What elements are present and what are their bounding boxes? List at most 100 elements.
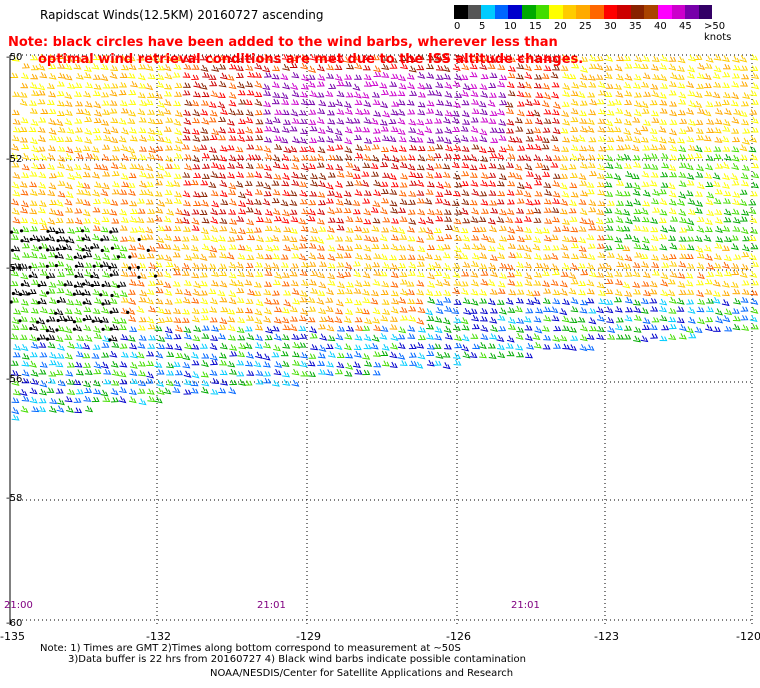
wind-barb bbox=[722, 82, 730, 89]
wind-barb bbox=[678, 91, 687, 99]
wind-barb bbox=[604, 181, 613, 188]
wind-barb bbox=[137, 388, 146, 394]
wind-barb bbox=[451, 225, 460, 233]
wind-barb bbox=[76, 334, 85, 341]
wind-barb bbox=[624, 290, 633, 297]
contamination-circle bbox=[18, 319, 22, 323]
wind-barb bbox=[641, 216, 650, 223]
wind-barb bbox=[616, 334, 624, 340]
wind-barb bbox=[499, 173, 507, 181]
wind-barb bbox=[307, 99, 316, 106]
wind-barb bbox=[469, 71, 478, 78]
wind-barb bbox=[525, 333, 533, 342]
wind-barb bbox=[589, 170, 597, 177]
wind-barb bbox=[606, 109, 615, 116]
wind-barb bbox=[479, 352, 487, 359]
wind-barb bbox=[255, 342, 263, 349]
wind-barb bbox=[229, 351, 238, 357]
wind-barb bbox=[442, 54, 451, 61]
wind-barb bbox=[678, 244, 687, 250]
wind-barb bbox=[679, 118, 688, 124]
wind-barb bbox=[596, 271, 605, 278]
wind-barb bbox=[310, 344, 319, 351]
wind-barb bbox=[362, 288, 370, 296]
wind-barb bbox=[291, 162, 300, 170]
legend-label: 5 bbox=[479, 21, 486, 32]
wind-barb bbox=[605, 278, 614, 284]
wind-barb bbox=[435, 299, 444, 306]
wind-barb bbox=[416, 271, 425, 278]
wind-barb bbox=[265, 225, 273, 231]
wind-barb bbox=[164, 288, 173, 296]
wind-barb bbox=[121, 153, 130, 161]
wind-barb bbox=[137, 324, 146, 331]
wind-barb bbox=[192, 134, 201, 142]
wind-barb bbox=[352, 199, 361, 206]
wind-barb bbox=[435, 109, 444, 116]
wind-barb bbox=[578, 245, 587, 252]
wind-barb bbox=[229, 379, 238, 386]
wind-barb bbox=[694, 152, 703, 159]
wind-barb bbox=[191, 371, 200, 379]
wind-barb bbox=[163, 99, 172, 107]
wind-barb bbox=[453, 136, 461, 143]
legend-swatch bbox=[657, 5, 672, 19]
wind-barb bbox=[139, 146, 147, 152]
wind-barb bbox=[139, 234, 148, 241]
wind-barb bbox=[688, 100, 697, 108]
wind-barb bbox=[640, 63, 649, 69]
wind-barb bbox=[76, 108, 85, 115]
wind-barb bbox=[533, 127, 542, 134]
wind-barb bbox=[715, 316, 724, 324]
wind-barb bbox=[577, 153, 586, 161]
wind-barb bbox=[363, 190, 372, 196]
wind-barb bbox=[452, 161, 460, 169]
wind-barb bbox=[660, 272, 669, 280]
wind-barb bbox=[128, 315, 137, 322]
wind-barb bbox=[192, 191, 201, 198]
wind-barb bbox=[244, 244, 253, 252]
wind-barb bbox=[568, 163, 577, 170]
wind-barb bbox=[543, 234, 552, 242]
wind-barb bbox=[469, 63, 478, 70]
wind-barb bbox=[139, 99, 148, 107]
wind-barb bbox=[515, 281, 524, 287]
wind-barb bbox=[731, 180, 740, 186]
wind-barb bbox=[686, 172, 695, 180]
wind-barb bbox=[622, 190, 631, 197]
wind-barb bbox=[499, 208, 507, 216]
wind-barb bbox=[263, 361, 271, 368]
wind-barb bbox=[29, 360, 38, 368]
wind-barb bbox=[408, 56, 416, 62]
wind-barb bbox=[100, 164, 109, 171]
wind-barb bbox=[84, 387, 93, 394]
wind-barb bbox=[11, 297, 20, 303]
wind-barb bbox=[732, 191, 741, 198]
wind-barb bbox=[623, 55, 632, 62]
wind-barb bbox=[344, 146, 353, 154]
wind-barb bbox=[309, 53, 318, 62]
contamination-circle bbox=[108, 338, 112, 342]
wind-barb bbox=[400, 315, 408, 321]
wind-barb bbox=[344, 126, 353, 134]
wind-barb bbox=[327, 253, 336, 261]
wind-barb bbox=[156, 387, 165, 396]
wind-barb bbox=[209, 109, 218, 117]
wind-barb bbox=[677, 198, 686, 206]
wind-barb bbox=[543, 65, 552, 72]
wind-barb bbox=[496, 335, 505, 342]
wind-barb bbox=[335, 236, 344, 242]
wind-barb bbox=[111, 341, 120, 348]
wind-barb bbox=[21, 152, 30, 161]
wind-barb bbox=[534, 64, 543, 71]
wind-barb bbox=[238, 200, 247, 208]
wind-barb bbox=[136, 279, 145, 287]
wind-barb bbox=[299, 198, 308, 205]
wind-barb bbox=[507, 180, 516, 187]
wind-barb bbox=[677, 56, 686, 64]
wind-barb bbox=[245, 262, 254, 268]
wind-barb bbox=[561, 146, 570, 152]
wind-barb bbox=[703, 82, 712, 89]
wind-barb bbox=[172, 280, 181, 287]
wind-barb bbox=[154, 92, 163, 99]
